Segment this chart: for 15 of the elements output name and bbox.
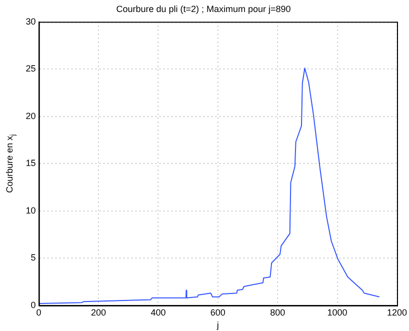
chart-title: Courbure du pli (t=2) ; Maximum pour j=890 [116, 4, 291, 14]
y-tick-label: 25 [26, 64, 36, 74]
y-tick-label: 30 [26, 16, 36, 26]
x-tick-label: 400 [150, 307, 166, 318]
y-tick-label: 5 [30, 252, 36, 263]
y-tick-label: 15 [26, 158, 36, 168]
x-tick-label: 1200 [386, 307, 408, 318]
x-tick-label: 600 [210, 307, 226, 318]
y-tick-label: 0 [30, 300, 36, 310]
x-tick-label: 1000 [327, 307, 348, 318]
x-tick-label: 200 [90, 307, 106, 318]
x-tick-label: 800 [270, 307, 286, 318]
y-tick-label: 10 [26, 205, 36, 216]
y-tick-label: 20 [26, 110, 36, 121]
x-axis-title: j [216, 320, 219, 330]
